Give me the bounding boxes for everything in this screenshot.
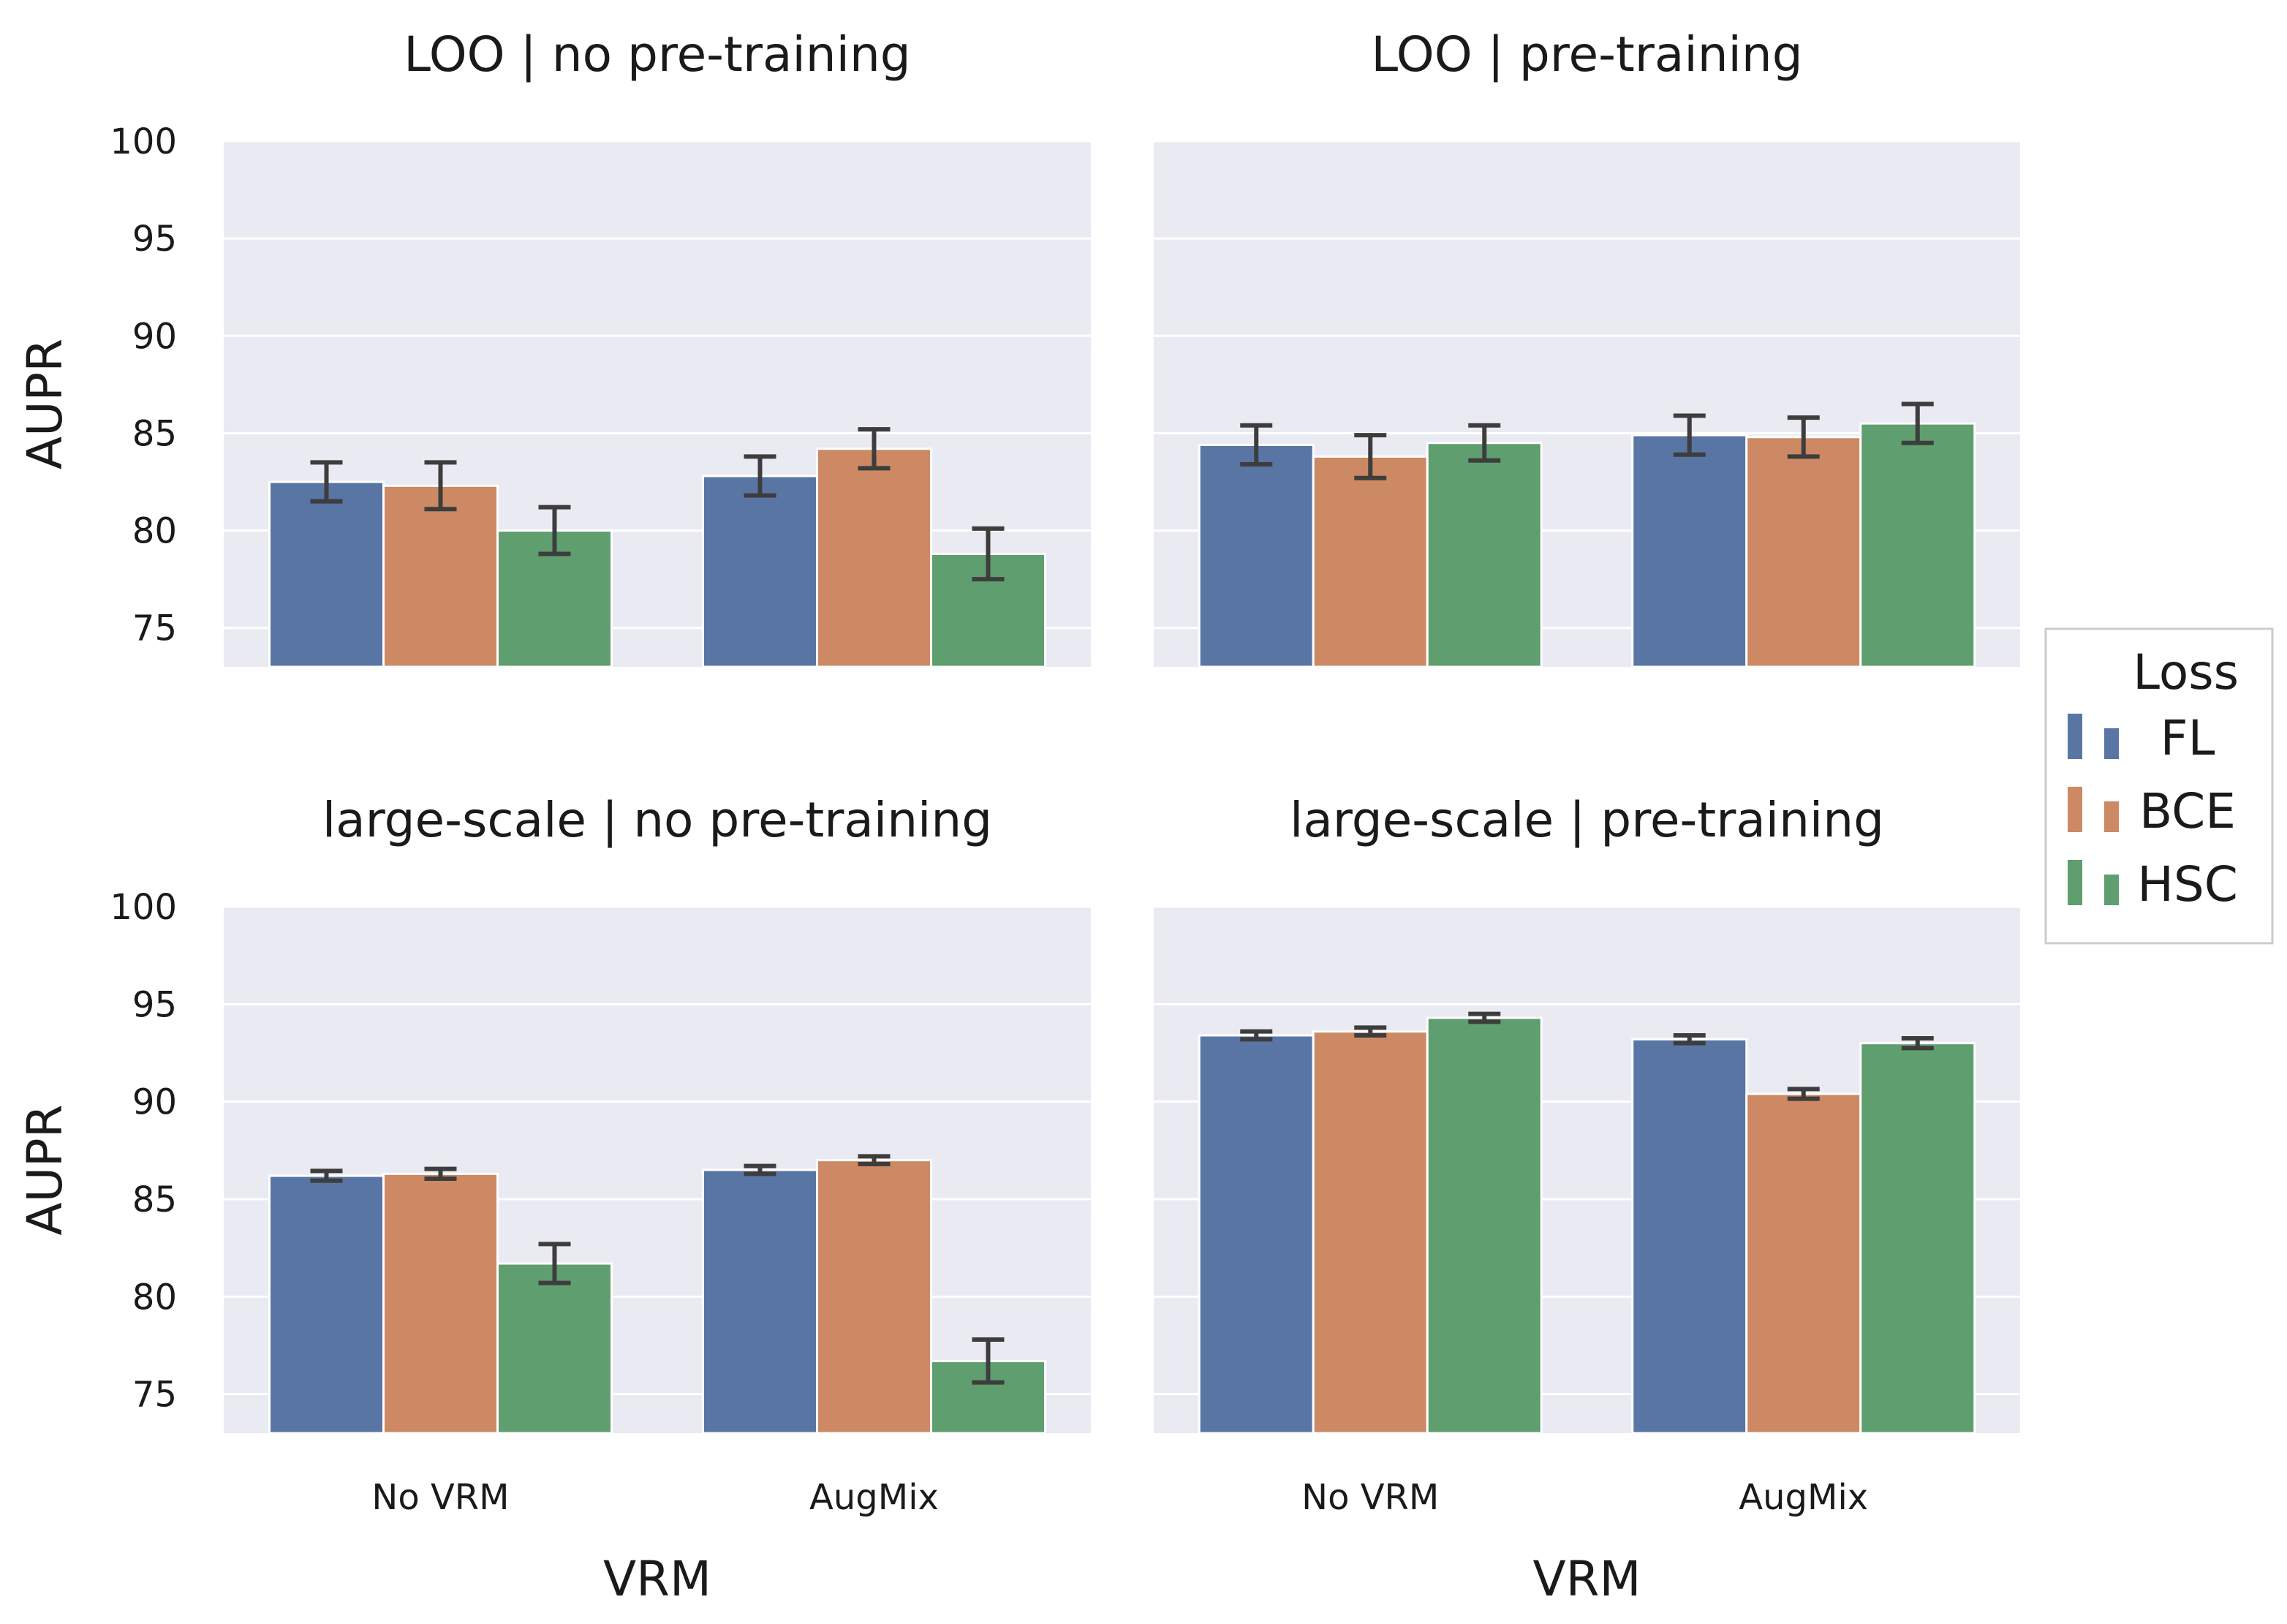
legend-label-hsc: HSC: [2137, 856, 2238, 913]
y-tick-label: 95: [132, 219, 177, 260]
bar-bce: [1745, 436, 1862, 668]
bar-bce: [1312, 455, 1429, 668]
panel-3: 75 80 85 90 95 100 large-scale | no pre-traini…: [17, 792, 1091, 1607]
x-axis-label: VRM: [1533, 1551, 1641, 1607]
bar-fl: [1198, 1034, 1315, 1435]
bar-hsc: [1426, 442, 1543, 668]
bar-bce: [816, 447, 932, 668]
bar-bce: [1312, 1030, 1429, 1435]
bar-bce: [816, 1159, 932, 1435]
legend-box: [2044, 627, 2274, 945]
panel-title: large-scale | no pre-training: [322, 792, 992, 848]
legend-swatch-fl: [2104, 728, 2119, 759]
bar-fl: [268, 1174, 385, 1435]
legend-swatch-hsc: [2104, 875, 2119, 905]
bar-bce: [1745, 1092, 1862, 1435]
legend-swatch-bce: [2068, 787, 2082, 832]
y-tick-label: 75: [132, 608, 177, 649]
legend-swatch-bce: [2104, 801, 2119, 832]
bar-fl: [702, 475, 818, 668]
bar-fl: [702, 1168, 818, 1435]
legend-title: Loss: [2133, 644, 2239, 700]
bar-fl: [1631, 1038, 1748, 1435]
bar-bce: [382, 1172, 499, 1435]
bar-fl: [1631, 434, 1748, 668]
y-tick-label: 90: [132, 316, 177, 357]
panel-title: LOO | no pre-training: [404, 26, 910, 83]
legend-swatch-fl: [2068, 714, 2082, 759]
legend-label-bce: BCE: [2139, 783, 2236, 839]
x-tick-label: No VRM: [1301, 1477, 1439, 1518]
bar-fl: [268, 480, 385, 668]
y-tick-label: 80: [132, 1277, 177, 1318]
x-tick-label: AugMix: [1739, 1477, 1868, 1518]
y-tick-label: 75: [132, 1375, 177, 1416]
y-tick-label: 90: [132, 1082, 177, 1123]
y-axis-label: AUPR: [17, 339, 73, 469]
y-tick-label: 80: [132, 511, 177, 552]
x-tick-label: No VRM: [371, 1477, 509, 1518]
y-tick-label: 95: [132, 984, 177, 1025]
bar-bce: [382, 484, 499, 668]
x-axis-label: VRM: [603, 1551, 711, 1607]
panel-4: large-scale | pre-training No VRM AugMix VR…: [1154, 792, 2020, 1607]
panel-1: 75 80 85 90 95 100 LOO | no pre-training AUPR: [17, 26, 1091, 668]
legend-label-fl: FL: [2161, 710, 2215, 766]
bar-hsc: [496, 529, 613, 668]
x-tick-label: AugMix: [809, 1477, 939, 1518]
y-tick-label: 100: [110, 121, 177, 162]
bar-hsc: [1859, 422, 1976, 668]
panel-title: large-scale | pre-training: [1290, 792, 1884, 848]
panel-title: LOO | pre-training: [1371, 26, 1802, 83]
legend-swatch-hsc: [2068, 860, 2082, 905]
y-tick-label: 100: [110, 887, 177, 928]
y-tick-label: 85: [132, 1179, 177, 1220]
y-axis-label: AUPR: [17, 1104, 73, 1235]
y-tick-label: 85: [132, 413, 177, 454]
panel-2: LOO | pre-training: [1154, 26, 2020, 668]
legend: Loss FL BCE HSC: [2044, 627, 2274, 945]
bar-hsc: [496, 1262, 613, 1435]
bar-fl: [1198, 443, 1315, 668]
bar-hsc: [1426, 1016, 1543, 1435]
bar-hsc: [1859, 1042, 1976, 1435]
